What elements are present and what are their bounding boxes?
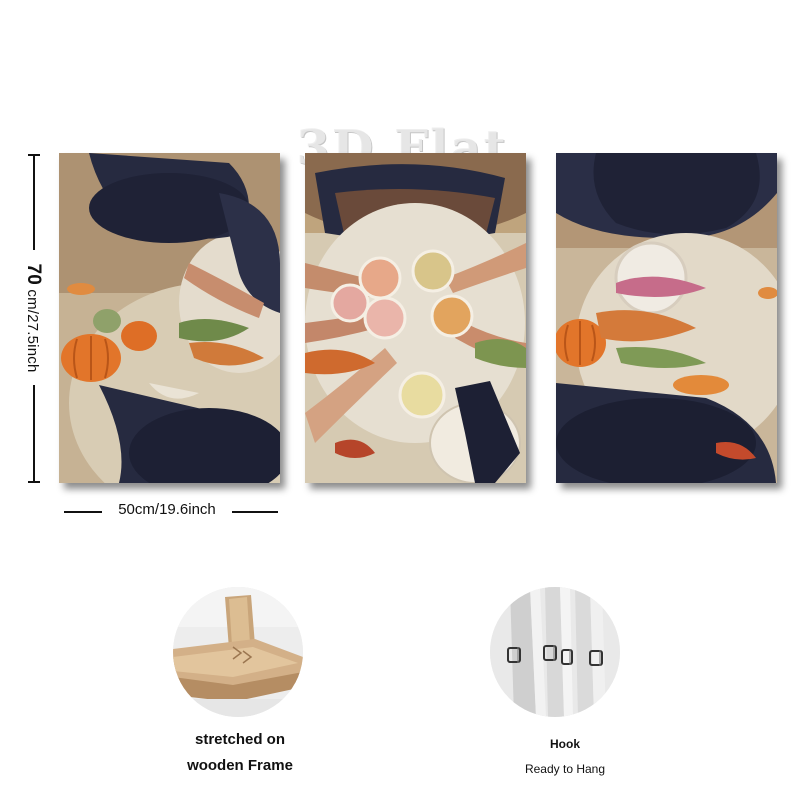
height-dimension-cap-bottom — [28, 481, 40, 483]
hook-detail-image — [490, 587, 620, 717]
width-dimension-label: 50cm/19.6inch — [118, 501, 216, 518]
frame-caption-line1: stretched on — [194, 731, 285, 748]
height-dimension-line-top — [33, 155, 35, 250]
hook-caption-line2: Ready to Hang — [524, 762, 606, 776]
height-dimension-line-bottom — [33, 385, 35, 481]
height-value: 70 — [23, 263, 44, 286]
canvas-panel-right — [556, 153, 777, 483]
frame-caption-line2: wooden Frame — [187, 757, 293, 774]
wooden-frame-detail-image — [173, 587, 303, 717]
hook-caption-line1: Hook — [550, 737, 580, 751]
height-unit: cm/27.5inch — [24, 289, 41, 373]
canvas-panel-left — [59, 153, 280, 483]
canvas-panel-center — [305, 153, 526, 483]
width-dimension-line-left — [64, 511, 102, 513]
width-dimension-line-right — [232, 511, 278, 513]
height-dimension-label: 70 cm/27.5inch — [22, 264, 44, 373]
